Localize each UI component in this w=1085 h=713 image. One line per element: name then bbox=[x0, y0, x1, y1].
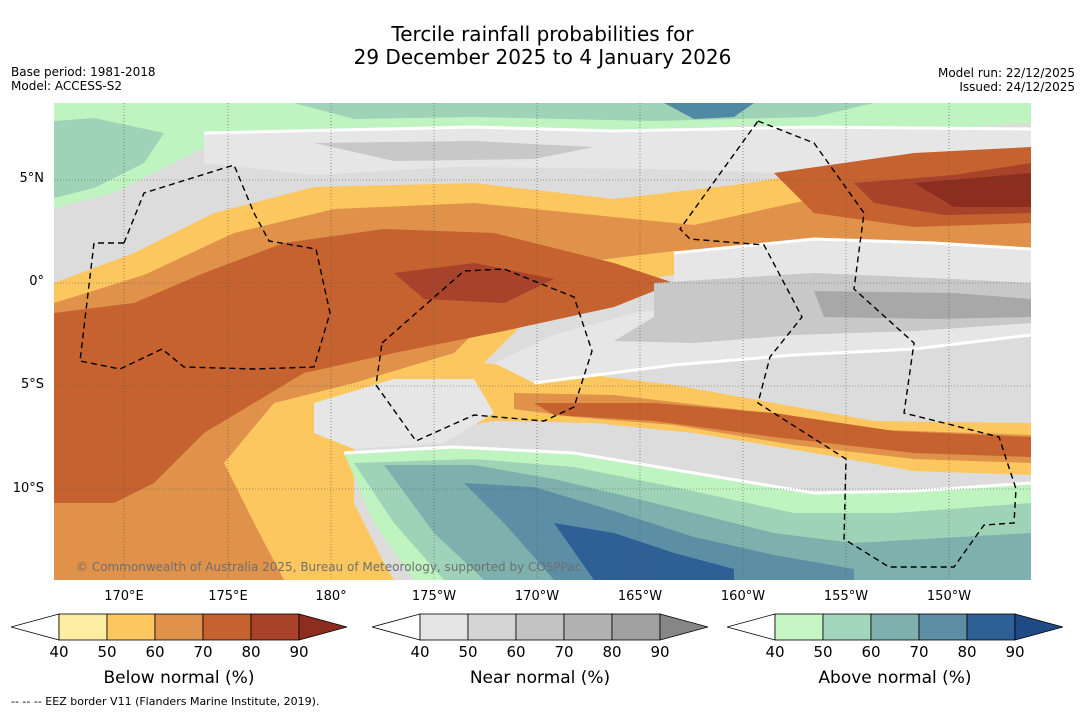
near-normal-north-band bbox=[204, 127, 1031, 175]
cbar-above-tick-80: 80 bbox=[957, 643, 977, 661]
colorbar-under-arrow bbox=[372, 613, 421, 641]
cbar-below-tick-90: 90 bbox=[289, 643, 309, 661]
colorbar-svg bbox=[372, 613, 708, 641]
eez-footer-note: -- -- -- EEZ border V11 (Flanders Marine… bbox=[11, 695, 320, 708]
cbar-near-tick-80: 80 bbox=[602, 643, 622, 661]
colorbar-over-arrow bbox=[1014, 613, 1063, 641]
eez-borders bbox=[79, 120, 1017, 568]
colorbar-over-arrow bbox=[659, 613, 708, 641]
near-normal-south-patch bbox=[314, 379, 494, 449]
above-normal-north bbox=[54, 103, 1031, 208]
lon-label-150w: 150°W bbox=[926, 589, 972, 604]
model-run: Model run: 22/12/2025 bbox=[937, 66, 1075, 80]
lon-label-170w: 170°W bbox=[514, 589, 560, 604]
above-normal-nw bbox=[54, 118, 164, 198]
below-normal-70-south bbox=[534, 403, 1031, 457]
cbar-above-tick-50: 50 bbox=[813, 643, 833, 661]
colorbar-segment bbox=[202, 613, 252, 641]
cbar-above-label: Above normal (%) bbox=[818, 668, 972, 688]
issued-date: Issued: 24/12/2025 bbox=[959, 80, 1075, 94]
lon-label-160w: 160°W bbox=[720, 589, 766, 604]
near-normal-east-dark bbox=[814, 291, 1031, 319]
cbar-near-tick-50: 50 bbox=[458, 643, 478, 661]
title-line-1: Tercile rainfall probabilities for bbox=[391, 22, 694, 46]
colorbar-over-arrow bbox=[298, 613, 347, 641]
lat-label-5n: 5°N bbox=[19, 171, 45, 186]
colorbar-segment bbox=[515, 613, 565, 641]
colorbar-segment bbox=[467, 613, 517, 641]
cbar-near-tick-40: 40 bbox=[410, 643, 430, 661]
lon-label-155w: 155°W bbox=[823, 589, 869, 604]
lon-label-175e: 175°E bbox=[208, 589, 248, 604]
cbar-above-tick-60: 60 bbox=[861, 643, 881, 661]
cbar-above-tick-90: 90 bbox=[1005, 643, 1025, 661]
cbar-below-tick-60: 60 bbox=[145, 643, 165, 661]
above-normal-south-80 bbox=[554, 523, 734, 580]
cbar-below-tick-50: 50 bbox=[97, 643, 117, 661]
colorbar-under-arrow bbox=[11, 613, 60, 641]
cbar-near-tick-70: 70 bbox=[554, 643, 574, 661]
lon-label-170e: 170°E bbox=[104, 589, 144, 604]
above-normal-north-core bbox=[664, 103, 754, 119]
above-normal-boundary bbox=[343, 445, 1031, 495]
colorbar-segment bbox=[563, 613, 613, 641]
copyright-notice: © Commonwealth of Australia 2025, Bureau… bbox=[76, 560, 582, 574]
lon-label-165w: 165°W bbox=[617, 589, 663, 604]
colorbar-svg bbox=[11, 613, 347, 641]
cbar-above-tick-40: 40 bbox=[765, 643, 785, 661]
near-normal-boundary-1 bbox=[203, 125, 1031, 135]
cbar-below-tick-80: 80 bbox=[241, 643, 261, 661]
below-normal-90-ne bbox=[914, 173, 1031, 207]
meta-left: Base period: 1981-2018 Model: ACCESS-S2 bbox=[11, 65, 156, 93]
cbar-near-label: Near normal (%) bbox=[469, 668, 611, 688]
cbar-below-tick-70: 70 bbox=[193, 643, 213, 661]
cbar-above-tick-70: 70 bbox=[909, 643, 929, 661]
lat-label-10s: 10°S bbox=[12, 481, 44, 496]
colorbar-under-arrow bbox=[727, 613, 776, 641]
colorbar-segment bbox=[419, 613, 469, 641]
colorbar-segment bbox=[966, 613, 1016, 641]
cbar-below-tick-40: 40 bbox=[49, 643, 69, 661]
colorbar-svg bbox=[727, 613, 1063, 641]
colorbar-segment bbox=[822, 613, 872, 641]
map-field bbox=[54, 103, 1031, 580]
lon-label-175w: 175°W bbox=[411, 589, 457, 604]
cbar-near-tick-60: 60 bbox=[506, 643, 526, 661]
colorbar-segment bbox=[918, 613, 968, 641]
below-normal-70 bbox=[54, 229, 674, 503]
colorbar-segment bbox=[58, 613, 108, 641]
base-period: Base period: 1981-2018 bbox=[11, 65, 156, 79]
meta-right: Model run: 22/12/2025 Issued: 24/12/2025 bbox=[938, 66, 1075, 94]
lat-label-0: 0° bbox=[29, 274, 44, 289]
lat-label-5s: 5°S bbox=[20, 377, 44, 392]
colorbar-segment bbox=[870, 613, 920, 641]
near-normal-north-dark bbox=[314, 141, 594, 161]
cbar-below-label: Below normal (%) bbox=[103, 668, 255, 688]
title-line-2: 29 December 2025 to 4 January 2026 bbox=[353, 45, 732, 69]
cbar-near-tick-90: 90 bbox=[650, 643, 670, 661]
rainfall-map: © Commonwealth of Australia 2025, Bureau… bbox=[54, 103, 1031, 580]
colorbar-segment bbox=[106, 613, 156, 641]
colorbar-segment bbox=[250, 613, 300, 641]
colorbar-segment bbox=[611, 613, 661, 641]
colorbar-segment bbox=[154, 613, 204, 641]
near-normal-boundary-2 bbox=[673, 237, 1031, 255]
lon-label-180: 180° bbox=[315, 589, 347, 604]
near-normal-boundary-3 bbox=[533, 333, 1031, 385]
model-name: Model: ACCESS-S2 bbox=[11, 79, 123, 93]
above-normal-south-70 bbox=[464, 483, 854, 580]
colorbar-segment bbox=[774, 613, 824, 641]
lat-gridlines bbox=[54, 179, 1031, 490]
